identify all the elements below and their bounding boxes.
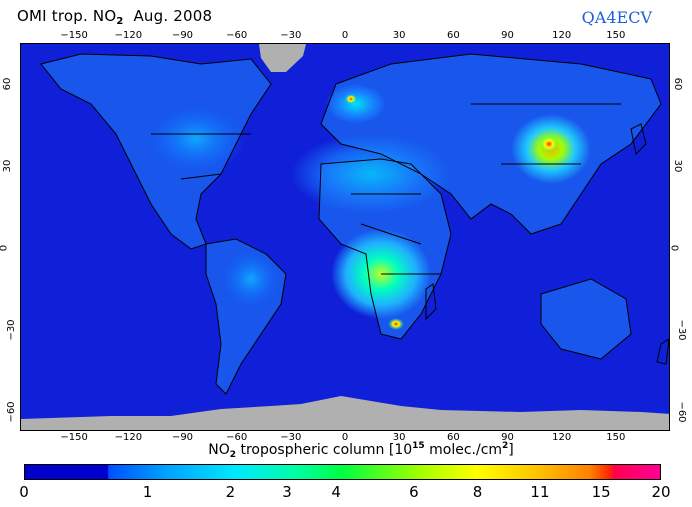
lon-tick-label: −120 — [114, 432, 143, 443]
colorbar — [24, 464, 661, 480]
lat-tick-label: 0 — [0, 245, 10, 251]
lon-tick-label: 120 — [552, 30, 572, 41]
lat-tick-label: 60 — [1, 77, 13, 91]
colorbar-title-end: ] — [508, 442, 514, 458]
lon-tick-label: 150 — [606, 432, 626, 443]
lon-tick-label: −150 — [60, 30, 88, 41]
no2-map — [20, 43, 670, 431]
colorbar-title-unit-exp: 2 — [502, 441, 509, 451]
lon-tick-label: 150 — [606, 30, 626, 41]
colorbar-title-mid: tropospheric column [10 — [236, 442, 413, 458]
colorbar-title-unit: molec./cm — [424, 442, 503, 458]
lat-tick-label: −60 — [676, 401, 688, 423]
world-map-graphic — [21, 44, 669, 430]
lat-tick-label: 0 — [668, 244, 680, 252]
colorbar-title-sub: 2 — [229, 450, 236, 460]
latitude-axis-left: 60 30 0 −30 −60 — [0, 43, 18, 431]
colorbar-title: NO2 tropospheric column [1015 molec./cm2… — [0, 441, 692, 460]
colorbar-tick-label: 11 — [530, 483, 550, 501]
lon-tick-label: 90 — [501, 30, 514, 41]
lon-tick-label: −30 — [280, 30, 302, 41]
chart-title: OMI trop. NO2 Aug. 2008 — [17, 7, 212, 27]
colorbar-tick-label: 0 — [19, 483, 29, 501]
lon-tick-label: −90 — [171, 432, 194, 443]
lon-tick-label: 30 — [392, 432, 406, 443]
longitude-axis-bottom: −150 −120 −90 −60 −30 0 30 60 90 120 150 — [20, 432, 670, 446]
lat-tick-label: −30 — [6, 319, 18, 341]
colorbar-tick-label: 2 — [225, 483, 236, 501]
lat-tick-label: −30 — [676, 319, 688, 341]
lon-tick-label: −60 — [226, 30, 248, 41]
lon-tick-label: 60 — [446, 30, 460, 41]
lat-tick-label: 60 — [671, 77, 683, 91]
lon-tick-label: 120 — [552, 432, 572, 443]
colorbar-tick-label: 3 — [282, 483, 292, 501]
lon-tick-label: −90 — [171, 30, 194, 41]
lat-tick-label: 30 — [671, 159, 683, 173]
colorbar-tick-label: 20 — [651, 483, 671, 501]
lon-tick-label: −60 — [226, 432, 248, 443]
colorbar-tick-label: 8 — [472, 483, 483, 501]
longitude-axis-top: −150 −120 −90 −60 −30 0 30 60 90 120 150 — [20, 30, 670, 44]
title-date: Aug. 2008 — [133, 7, 213, 25]
lat-tick-label: −60 — [6, 401, 18, 423]
lat-tick-label: 30 — [1, 159, 13, 173]
lon-tick-label: −30 — [280, 432, 302, 443]
brand-label: QA4ECV — [581, 8, 652, 27]
lon-tick-label: −120 — [114, 30, 143, 41]
colorbar-tick-label: 4 — [331, 483, 341, 501]
lon-tick-label: 30 — [392, 30, 406, 41]
colorbar-title-text: NO — [208, 442, 230, 458]
lon-tick-label: 90 — [501, 432, 514, 443]
colorbar-tick-label: 15 — [591, 483, 611, 501]
colorbar-ticks: 0 1 2 3 4 6 8 11 15 20 — [19, 483, 670, 503]
title-text: OMI trop. NO — [17, 7, 117, 25]
latitude-axis-right: 60 30 0 −30 −60 — [669, 43, 688, 431]
lon-tick-label: 60 — [446, 432, 460, 443]
title-subscript: 2 — [116, 16, 124, 27]
lon-tick-label: 0 — [341, 30, 349, 41]
colorbar-tick-label: 6 — [409, 483, 419, 501]
colorbar-tick-label: 1 — [142, 483, 153, 501]
lon-tick-label: 0 — [341, 432, 349, 443]
colorbar-title-exp: 15 — [412, 441, 425, 451]
lon-tick-label: −150 — [60, 432, 88, 443]
